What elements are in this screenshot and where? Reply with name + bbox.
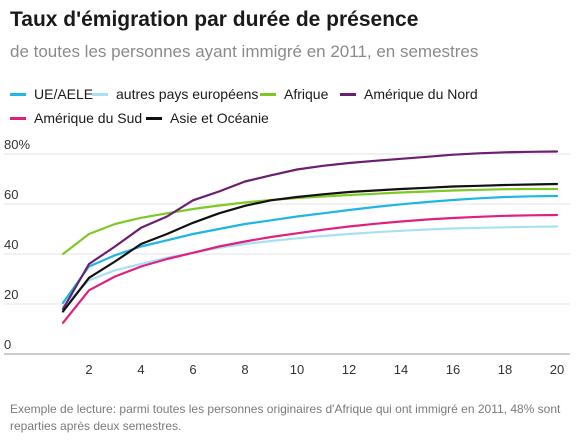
x-tick-label-20: 20 [550, 362, 564, 377]
series-line-amerique-du-nord [61, 150, 559, 311]
legend-swatch-amerique-du-nord [340, 92, 356, 96]
chart-subtitle: de toutes les personnes ayant immigré en… [10, 42, 479, 61]
legend-label-amerique-du-nord: Amérique du Nord [364, 86, 478, 102]
y-tick-label-80: 80% [4, 140, 30, 152]
legend-row-1: UE/AELE autres pays européens Afrique Am… [10, 86, 570, 110]
x-tick-label-16: 16 [446, 362, 460, 377]
y-tick-label-20: 20 [4, 287, 18, 302]
series-line-asie-et-oceanie [61, 182, 559, 313]
legend-label-asie-et-oceanie: Asie et Océanie [170, 110, 269, 126]
legend-item-asie-et-oceanie: Asie et Océanie [146, 110, 269, 126]
legend-label-afrique: Afrique [284, 86, 329, 102]
x-tick-label-8: 8 [241, 362, 248, 377]
legend-swatch-autres-pays-europeens [92, 92, 108, 96]
legend-swatch-asie-et-oceanie [146, 116, 162, 120]
legend-label-amerique-du-sud: Amérique du Sud [34, 110, 143, 126]
x-tick-label-4: 4 [137, 362, 144, 377]
series-line-autres-pays-europeens [61, 225, 559, 308]
legend-swatch-afrique [260, 92, 276, 96]
series-line-amerique-du-sud [61, 213, 559, 324]
legend-row-2: Amérique du Sud Asie et Océanie [10, 110, 570, 134]
x-tick-label-18: 18 [498, 362, 512, 377]
legend-item-amerique-du-sud: Amérique du Sud [10, 110, 142, 126]
legend-item-amerique-du-nord: Amérique du Nord [340, 86, 478, 102]
x-tick-label-10: 10 [290, 362, 304, 377]
x-tick-label-14: 14 [394, 362, 408, 377]
line-chart: 0 20 40 60 80% 2 4 6 8 10 12 14 16 18 20 [4, 140, 570, 377]
reading-example-note: Exemple de lecture: parmi toutes les per… [10, 402, 561, 433]
chart-legend: UE/AELE autres pays européens Afrique Am… [10, 86, 570, 134]
x-tick-label-6: 6 [189, 362, 196, 377]
y-tick-label-0: 0 [4, 337, 11, 352]
series-line-ue-aele [61, 194, 559, 304]
legend-swatch-amerique-du-sud [10, 116, 26, 120]
y-tick-label-40: 40 [4, 237, 18, 252]
legend-swatch-ue-aele [10, 92, 26, 96]
legend-item-afrique: Afrique [260, 86, 328, 102]
legend-label-ue-aele: UE/AELE [34, 86, 94, 102]
x-tick-label-12: 12 [342, 362, 356, 377]
x-tick-label-2: 2 [85, 362, 92, 377]
chart-title: Taux d'émigration par durée de présence [10, 8, 419, 31]
series-line-afrique [61, 187, 559, 256]
legend-item-autres-pays-europeens: autres pays européens [92, 86, 258, 102]
y-tick-label-60: 60 [4, 187, 18, 202]
legend-item-ue-aele: UE/AELE [10, 86, 93, 102]
legend-label-autres-pays-europeens: autres pays européens [116, 86, 259, 102]
